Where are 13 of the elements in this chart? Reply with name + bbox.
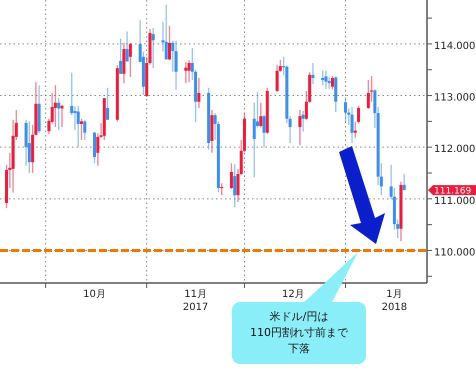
y-tick-label: 110.000: [434, 247, 476, 258]
y-tick-label: 113.000: [434, 92, 476, 104]
price-tag: 111.169: [428, 185, 476, 196]
text: 110円割れ寸前まで: [250, 326, 349, 339]
x-tick-label: 1月 2018: [382, 289, 408, 313]
y-tick-label: 111.000: [434, 196, 476, 207]
text: 米ドル/円は: [270, 310, 328, 323]
text: 下落: [288, 342, 310, 355]
x-tick-label: 10月: [83, 289, 106, 300]
y-tick-label: 114.000: [434, 40, 476, 52]
x-tick-label: 12月: [282, 289, 305, 300]
x-tick-label: 11月 2017: [182, 289, 208, 313]
y-tick-label: 112.000: [434, 144, 476, 156]
